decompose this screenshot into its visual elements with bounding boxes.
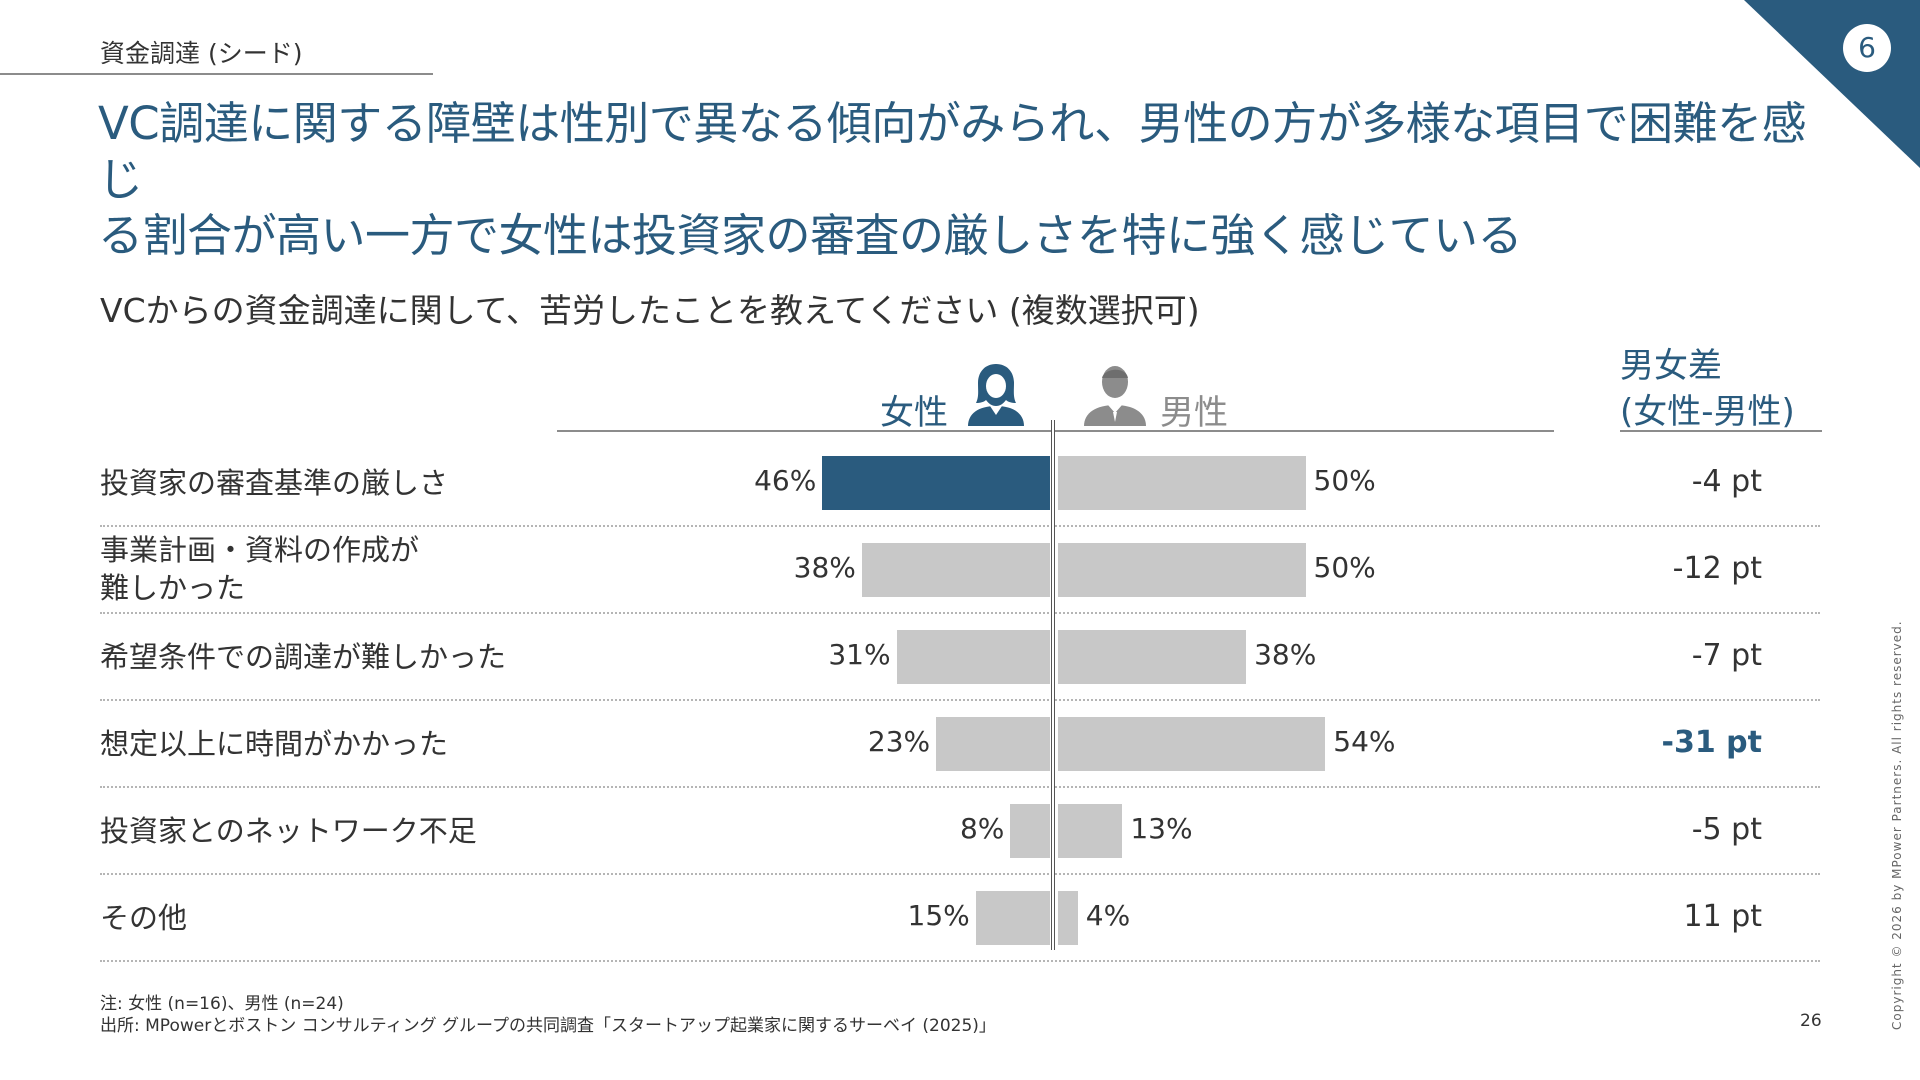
female-value-label: 38% [793, 551, 856, 584]
category-label: 投資家の審査基準の厳しさ [100, 464, 448, 502]
row-separator [100, 960, 1820, 962]
female-bar [975, 891, 1050, 945]
female-bar [861, 543, 1050, 597]
female-value-label: 46% [754, 464, 817, 497]
female-value-label: 31% [828, 638, 891, 671]
gender-diff-value: -4 pt [1691, 464, 1762, 499]
copyright-notice: Copyright © 2026 by MPower Partners. All… [1890, 620, 1904, 1030]
male-value-label: 13% [1130, 812, 1193, 845]
female-person-icon [968, 364, 1024, 426]
section-label: 資金調達 (シード) [100, 39, 303, 68]
page-title: VC調達に関する障壁は性別で異なる傾向がみられ、男性の方が多様な項目で困難を感じ… [98, 96, 1838, 264]
male-value-label: 50% [1313, 464, 1376, 497]
male-bar [1058, 717, 1326, 771]
male-person-icon [1084, 366, 1146, 426]
female-bar [936, 717, 1050, 771]
male-value-label: 54% [1333, 725, 1396, 758]
chart-row: 投資家の審査基準の厳しさ 46% 50% -4 pt [0, 446, 1920, 533]
page-title-line-2: る割合が高い一方で女性は投資家の審査の厳しさを特に強く感じている [98, 209, 1523, 262]
male-bar [1058, 804, 1123, 858]
diff-header-rule [1620, 430, 1822, 432]
page-number: 26 [1800, 1011, 1822, 1031]
category-label: 希望条件での調達が難しかった [100, 638, 506, 676]
chart-header-rule [557, 430, 1554, 432]
row-separator [100, 699, 1820, 701]
female-bar [896, 630, 1050, 684]
legend-male-label: 男性 [1160, 393, 1228, 433]
category-label: その他 [100, 899, 187, 937]
page-title-line-1: VC調達に関する障壁は性別で異なる傾向がみられ、男性の方が多様な項目で困難を感じ [98, 97, 1807, 206]
male-bar [1058, 891, 1078, 945]
diff-header-line-1: 男女差 [1620, 346, 1722, 386]
female-value-label: 8% [959, 812, 1005, 845]
page-badge: 6 [1843, 24, 1891, 72]
diff-header-line-2: (女性-男性) [1620, 392, 1795, 432]
chart-row: その他 15% 4% 11 pt [0, 881, 1920, 968]
category-label-line: 投資家とのネットワーク不足 [100, 814, 477, 848]
chart-row: 希望条件での調達が難しかった 31% 38% -7 pt [0, 620, 1920, 707]
category-label: 投資家とのネットワーク不足 [100, 812, 477, 850]
gender-diff-value: -7 pt [1691, 638, 1762, 673]
female-value-label: 23% [867, 725, 931, 758]
chart-row: 事業計画・資料の作成が 難しかった 38% 50% -12 pt [0, 533, 1920, 620]
category-label: 事業計画・資料の作成が 難しかった [100, 531, 419, 607]
legend-female-label: 女性 [880, 393, 948, 433]
male-value-label: 50% [1313, 551, 1376, 584]
female-bar [1010, 804, 1050, 858]
category-label-line: 想定以上に時間がかかった [100, 727, 449, 761]
row-separator [100, 873, 1820, 875]
chart-title: VCからの資金調達に関して、苦労したことを教えてください (複数選択可) [100, 291, 1200, 330]
male-bar [1058, 630, 1247, 684]
row-separator [100, 612, 1820, 614]
chart-row: 投資家とのネットワーク不足 8% 13% -5 pt [0, 794, 1920, 881]
female-value-label: 15% [907, 899, 970, 932]
row-separator [100, 786, 1820, 788]
gender-diff-value: -5 pt [1691, 812, 1762, 847]
gender-diff-value: -12 pt [1672, 551, 1762, 586]
male-bar [1058, 543, 1306, 597]
gender-diff-value: 11 pt [1683, 899, 1762, 934]
female-bar [822, 456, 1050, 510]
male-bar [1058, 456, 1306, 510]
diff-column-header: 男女差 (女性-男性) [1620, 343, 1795, 435]
source-note: 出所: MPowerとボストン コンサルティング グループの共同調査「スタートア… [100, 1016, 996, 1036]
section-divider [0, 73, 433, 75]
category-label: 想定以上に時間がかかった [100, 725, 448, 763]
category-label-line: 難しかった [100, 571, 246, 605]
gender-diff-value: -31 pt [1661, 725, 1762, 760]
row-separator [100, 525, 1820, 527]
category-label-line: 投資家の審査基準の厳しさ [100, 466, 449, 500]
category-label-line: その他 [100, 901, 188, 935]
footnote: 注: 女性 (n=16)、男性 (n=24) [100, 994, 344, 1014]
category-label-line: 事業計画・資料の作成が [100, 533, 420, 567]
center-axis [1051, 420, 1055, 950]
corner-accent [1744, 0, 1920, 168]
chart-row: 想定以上に時間がかかった 23% 54% -31 pt [0, 707, 1920, 794]
male-value-label: 4% [1085, 899, 1131, 932]
male-value-label: 38% [1254, 638, 1317, 671]
category-label-line: 希望条件での調達が難しかった [100, 640, 507, 674]
